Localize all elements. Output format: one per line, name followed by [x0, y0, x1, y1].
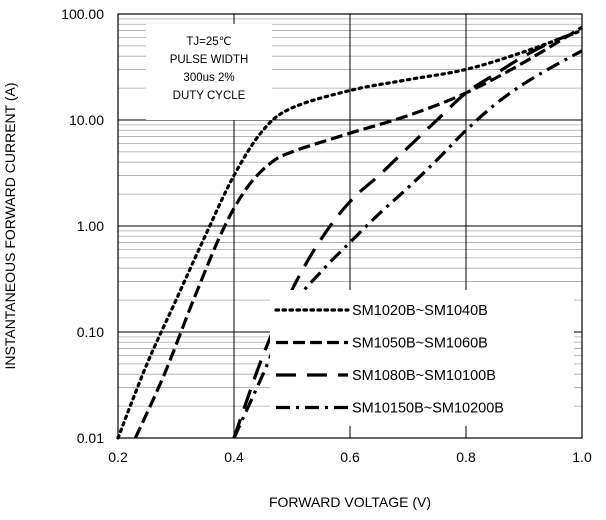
y-tick-labels: 0.01 0.10 1.00 10.00 100.00 [61, 6, 104, 446]
x-tick-label: 0.6 [340, 449, 360, 465]
condition-note-background [146, 24, 272, 120]
condition-note-line: DUTY CYCLE [173, 90, 246, 102]
plot-frame [117, 13, 583, 439]
x-tick-label: 0.4 [224, 449, 244, 465]
condition-note-line: 300us 2% [183, 72, 234, 84]
condition-note: TJ=25℃ PULSE WIDTH 300us 2% DUTY CYCLE [146, 24, 272, 120]
y-tick-label: 0.10 [77, 324, 104, 340]
legend-label: SM1020B~SM1040B [352, 303, 488, 319]
x-tick-labels: 0.2 0.4 0.6 0.8 1.0 [108, 449, 592, 465]
series-line [116, 28, 584, 440]
series-line [133, 25, 583, 439]
legend-label: SM1080B~SM10100B [352, 368, 496, 384]
legend-background [270, 290, 574, 426]
y-tick-label: 100.00 [61, 6, 104, 22]
y-tick-label: 0.01 [77, 430, 104, 446]
x-tick-label: 0.2 [108, 449, 128, 465]
x-axis-label: FORWARD VOLTAGE (V) [269, 494, 431, 510]
condition-note-line: PULSE WIDTH [170, 54, 249, 66]
x-tick-label: 1.0 [572, 449, 592, 465]
x-tick-label: 0.8 [456, 449, 476, 465]
legend: SM1020B~SM1040B SM1050B~SM1060B SM1080B~SM… [270, 290, 574, 426]
y-axis-label: INSTANTANEOUS FORWARD CURRENT (A) [2, 82, 18, 369]
y-tick-label: 1.00 [77, 218, 104, 234]
condition-note-line: TJ=25℃ [186, 36, 231, 48]
series-line [232, 28, 583, 439]
legend-items: SM1020B~SM1040B SM1050B~SM1060B SM1080B~SM… [274, 303, 504, 417]
y-tick-label: 10.00 [69, 112, 104, 128]
legend-label: SM1050B~SM1060B [352, 336, 488, 352]
legend-label: SM10150B~SM10200B [352, 401, 504, 417]
